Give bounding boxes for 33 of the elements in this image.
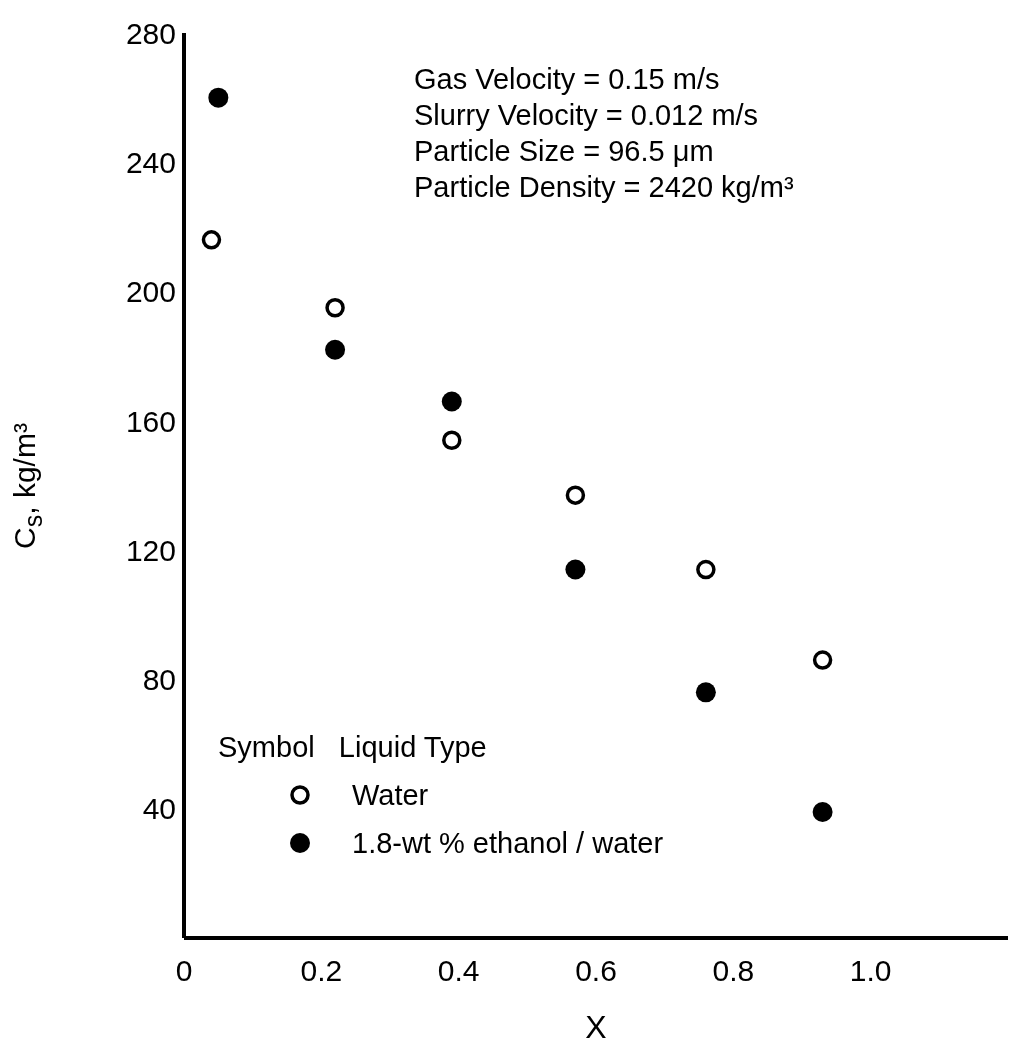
point — [442, 430, 462, 450]
y-tick-label: 240 — [125, 145, 176, 179]
x-tick-label: 0 — [175, 954, 193, 988]
point — [695, 682, 716, 703]
legend-label: Water — [352, 778, 429, 813]
point — [441, 391, 462, 412]
x-axis-title: X — [585, 1009, 607, 1045]
x-tick-label: 0.2 — [300, 954, 343, 988]
point — [812, 650, 833, 670]
annotation: Particle Size = 96.5 μm — [414, 134, 715, 169]
annotation: Gas Velocity = 0.15 m/s — [414, 62, 721, 97]
annotation: Slurry Velocity = 0.012 m/s — [414, 98, 760, 133]
legend-label: 1.8-wt % ethanol / water — [352, 826, 664, 861]
y-tick-label: 280 — [125, 16, 176, 50]
y-tick-label: 200 — [125, 275, 176, 309]
x-tick-label: 0.6 — [575, 954, 617, 988]
point — [201, 230, 222, 250]
x-tick-label: 1.0 — [849, 954, 892, 988]
y-tick-label: 40 — [142, 792, 176, 826]
point — [565, 559, 586, 580]
x-tick-label: 0.4 — [437, 954, 480, 988]
y-tick-label: 160 — [125, 404, 176, 438]
point — [208, 87, 229, 108]
y-tick-label: 120 — [125, 533, 176, 567]
point — [812, 801, 833, 822]
point — [325, 297, 345, 318]
y-tick-label: 80 — [142, 663, 176, 697]
annotation: Particle Density = 2420 kg/m³ — [414, 170, 794, 205]
point — [325, 339, 346, 360]
point — [565, 485, 586, 505]
legend-title: Symbol Liquid Type — [218, 730, 488, 765]
point — [696, 559, 716, 580]
x-tick-label: 0.8 — [712, 954, 755, 988]
